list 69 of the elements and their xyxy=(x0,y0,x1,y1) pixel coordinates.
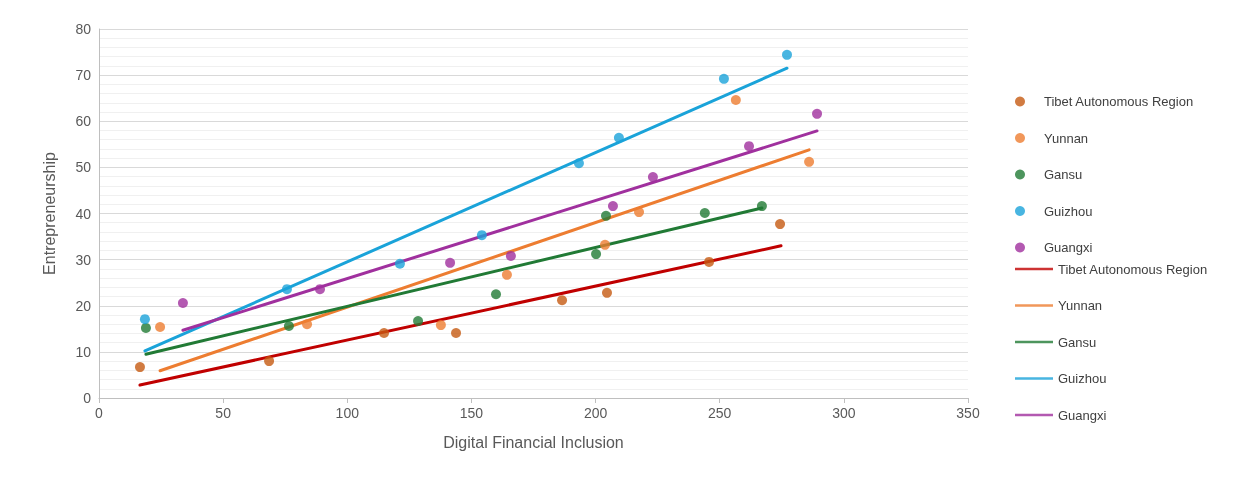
legend-label: Tibet Autonomous Region xyxy=(1058,261,1208,277)
x-tick-label: 250 xyxy=(708,405,732,421)
point xyxy=(601,210,611,221)
x-tick-label: 100 xyxy=(335,405,360,421)
point xyxy=(505,250,516,261)
legend-label: Guangxi xyxy=(1044,240,1093,255)
point xyxy=(591,249,602,260)
legend-label: Guizhou xyxy=(1058,371,1107,386)
point xyxy=(264,356,275,367)
point xyxy=(804,156,815,167)
point xyxy=(451,327,462,338)
point xyxy=(730,95,741,106)
y-tick-label: 60 xyxy=(75,113,92,130)
legend-label: Guangxi xyxy=(1058,407,1107,423)
point xyxy=(314,284,325,295)
point xyxy=(283,321,294,332)
point xyxy=(812,108,823,119)
point xyxy=(379,327,390,338)
y-tick-label: 50 xyxy=(75,159,92,176)
point xyxy=(501,269,512,280)
x-tick-label: 350 xyxy=(956,405,980,421)
point xyxy=(704,256,715,267)
x-axis-title: Digital Financial Inclusion xyxy=(443,433,624,451)
legend-label: Yunnan xyxy=(1058,298,1103,313)
legend-label: Yunnan xyxy=(1044,130,1089,146)
point xyxy=(155,321,166,332)
x-tick-label: 150 xyxy=(459,405,484,421)
y-axis-title: Entrepreneurship xyxy=(40,152,58,275)
legend-label: Gansu xyxy=(1058,334,1097,350)
point xyxy=(744,141,755,152)
point xyxy=(602,287,612,298)
legend-label: Guizhou xyxy=(1044,203,1093,219)
y-tick-label: 0 xyxy=(83,390,92,406)
point xyxy=(600,239,611,250)
point xyxy=(718,73,729,84)
point xyxy=(634,207,645,218)
point xyxy=(435,320,446,331)
y-tick-label: 20 xyxy=(75,297,92,314)
x-tick-label: 200 xyxy=(583,405,608,421)
y-tick-label: 10 xyxy=(75,343,92,360)
point xyxy=(756,201,767,212)
y-tick-label: 30 xyxy=(75,251,92,268)
legend-label: Gansu xyxy=(1044,167,1083,182)
point xyxy=(177,297,188,308)
point xyxy=(573,158,584,169)
point xyxy=(782,49,792,60)
y-tick-label: 80 xyxy=(75,21,92,37)
y-tick-label: 70 xyxy=(75,67,92,84)
x-tick-label: 300 xyxy=(832,405,856,421)
point xyxy=(557,295,568,306)
point xyxy=(394,258,405,269)
point xyxy=(491,289,502,300)
point xyxy=(140,322,151,333)
point xyxy=(775,219,786,230)
x-tick-label: 50 xyxy=(215,405,232,421)
legend-label: Tibet Autonomous Region xyxy=(1044,94,1194,109)
point xyxy=(647,172,658,183)
point xyxy=(134,362,145,373)
x-tick-label: 0 xyxy=(95,405,104,421)
point xyxy=(699,208,710,219)
point xyxy=(613,132,624,143)
point xyxy=(281,284,292,295)
point xyxy=(607,201,618,212)
point xyxy=(413,315,424,326)
point xyxy=(302,319,313,330)
point xyxy=(476,230,487,241)
y-tick-label: 40 xyxy=(75,205,92,222)
point xyxy=(445,257,456,268)
point xyxy=(139,314,150,325)
